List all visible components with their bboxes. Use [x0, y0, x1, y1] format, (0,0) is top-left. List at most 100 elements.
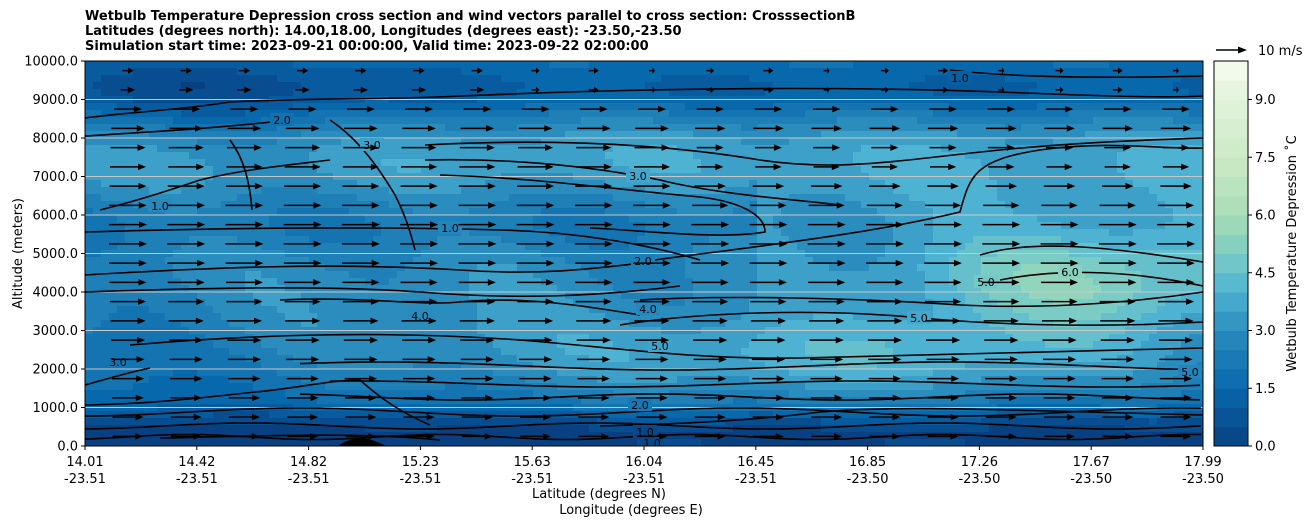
colorbar-segment — [1214, 388, 1248, 408]
wind-vector-head — [768, 67, 774, 74]
wind-vector-head — [485, 375, 494, 382]
wind-vector-head — [195, 336, 204, 344]
wind-vector-head — [251, 413, 260, 421]
wind-vector-head — [418, 86, 427, 94]
wind-vector-head — [370, 298, 379, 305]
wind-vector-head — [428, 336, 437, 344]
wind-vector-head — [953, 298, 962, 305]
x-tick-label-lon: -23.50 — [847, 472, 889, 487]
y-tick-label: 0.0 — [57, 440, 78, 455]
wind-vector-head — [1009, 356, 1018, 363]
wind-vector-head — [254, 317, 263, 325]
contour-line — [999, 271, 1203, 287]
wind-vector-head — [196, 279, 205, 286]
wind-vector-head — [427, 375, 436, 382]
wind-vector-head — [895, 221, 904, 228]
wind-vector-head — [1067, 413, 1076, 421]
wind-vector-head — [894, 298, 903, 305]
contour-label: 2.0 — [634, 255, 652, 268]
y-tick-label: 4000.0 — [33, 286, 79, 301]
wind-vector-head — [137, 144, 146, 151]
contour-line — [299, 393, 1201, 401]
wind-vector-head — [369, 125, 378, 132]
wind-vector-head — [1068, 336, 1077, 344]
wind-vector-head — [1186, 240, 1195, 248]
wind-vector-head — [255, 259, 264, 267]
colorbar-tick-label: 3.0 — [1255, 324, 1276, 339]
wind-vector-head — [1009, 394, 1018, 402]
wind-vector-head — [892, 413, 901, 421]
wind-vector-head — [136, 375, 145, 382]
wind-vector-head — [775, 433, 784, 440]
wind-vector-head — [602, 125, 611, 132]
wind-vector-head — [832, 144, 841, 151]
contour-line — [85, 285, 681, 298]
wind-vector-head — [427, 356, 436, 363]
wind-vector-head — [486, 336, 495, 344]
wind-vector-head — [710, 86, 715, 94]
wind-vector-head — [1066, 433, 1075, 440]
wind-vector-head — [1012, 221, 1021, 228]
wind-vector-head — [895, 279, 904, 286]
wind-vector-head — [1117, 67, 1123, 74]
wind-vector-head — [545, 144, 554, 151]
wind-vector-head — [1011, 279, 1020, 286]
colorbar-segment — [1214, 80, 1248, 100]
x-tick-label-lat: 14.82 — [290, 455, 327, 470]
wind-vector-head — [1186, 298, 1195, 305]
wind-vector-head — [831, 163, 840, 171]
wind-vector-head — [1064, 163, 1073, 171]
wind-vector-head — [255, 221, 264, 228]
contour-label-bg — [1178, 365, 1202, 378]
wind-vector-head — [652, 67, 655, 74]
wind-vector-head — [1176, 67, 1179, 74]
wind-vector-head — [253, 125, 262, 132]
wind-vector-head — [1127, 298, 1136, 305]
colorbar-segment — [1214, 99, 1248, 120]
wind-vector-head — [776, 375, 785, 382]
x-tick-label-lon: -23.51 — [511, 472, 553, 487]
x-tick-label-lat: 16.45 — [737, 455, 774, 470]
wind-vector-head — [892, 125, 901, 132]
wind-vector-head — [310, 375, 319, 382]
wind-vector-head — [194, 394, 203, 402]
wind-vector-head — [370, 163, 379, 171]
wind-vector-head — [1186, 259, 1195, 267]
contour-line — [85, 379, 431, 426]
wind-vector-head — [484, 413, 493, 421]
contour-line — [85, 119, 291, 137]
wind-vector-head — [1001, 67, 1005, 74]
wind-vector-head — [1010, 336, 1019, 344]
wind-key-label: 10 m/s — [1258, 44, 1303, 59]
wind-vector-head — [313, 240, 322, 248]
title-line-3: Simulation start time: 2023-09-21 00:00:… — [85, 39, 649, 54]
wind-vector-head — [1011, 202, 1020, 209]
wind-vector-head — [313, 279, 322, 286]
wind-vector-head — [778, 298, 787, 305]
wind-vector-head — [477, 86, 485, 94]
wind-vector-head — [487, 163, 496, 171]
contour-line — [299, 361, 1201, 371]
wind-vector-head — [1001, 86, 1005, 94]
wind-vector-head — [544, 356, 553, 363]
contour-label: 1.0 — [441, 222, 459, 235]
contour-label-bg — [640, 436, 664, 446]
wind-vector-head — [368, 394, 377, 402]
wind-vector-head — [137, 317, 146, 325]
wind-vector-head — [252, 375, 261, 382]
y-tick-label: 7000.0 — [33, 170, 79, 185]
colorbar-segment — [1214, 157, 1248, 177]
wind-vector-head — [827, 86, 830, 94]
wind-vector-head — [1127, 202, 1136, 209]
wind-vector-head — [885, 86, 889, 94]
wind-vector-head — [253, 356, 262, 363]
contour-line — [329, 119, 416, 251]
wind-vector-head — [773, 144, 782, 151]
contour-label: 1.0 — [643, 437, 661, 450]
wind-vector-head — [1012, 259, 1021, 267]
wind-vector-head — [135, 433, 144, 440]
wind-vector-head — [1010, 317, 1019, 325]
wind-vector-head — [1183, 182, 1192, 190]
wind-vector-head — [779, 259, 788, 267]
wind-vector-head — [1009, 375, 1018, 382]
